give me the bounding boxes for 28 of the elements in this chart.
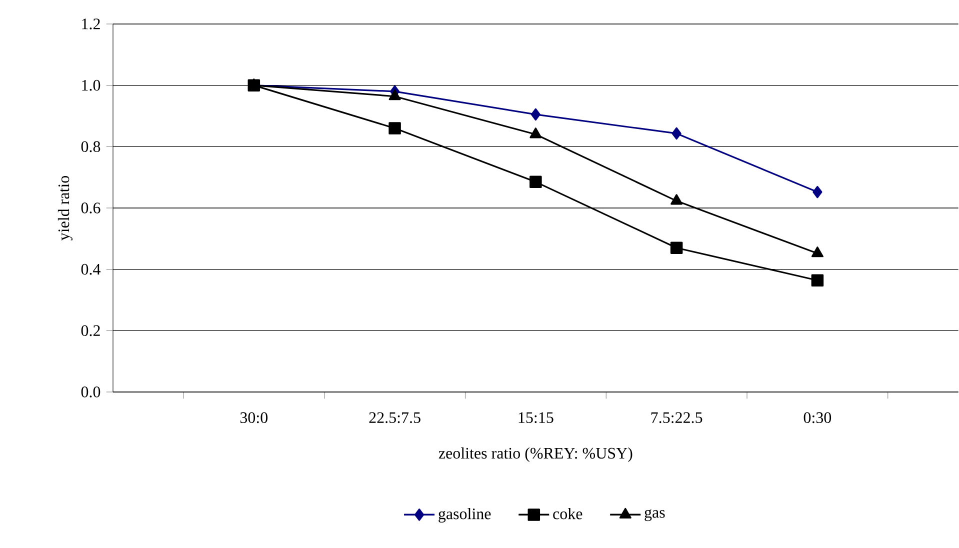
point [530, 128, 542, 138]
y-tick-label: 0.2 [81, 325, 100, 336]
x-tick-label: 22.5:7.5 [369, 412, 420, 424]
legend-label: coke [553, 508, 582, 520]
point [670, 242, 683, 254]
x-axis-title: zeolites ratio (%REY: %USY) [438, 447, 632, 462]
point [812, 186, 822, 198]
point [811, 246, 824, 258]
x-tick-label: 7.5:22.5 [651, 412, 702, 424]
x-tick-label: 30:0 [240, 412, 268, 424]
y-tick-label: 1.2 [82, 18, 100, 30]
point [672, 127, 682, 140]
x-tick-label: 0:30 [804, 412, 832, 424]
x-tick-label: 15:15 [518, 412, 554, 424]
point [388, 90, 401, 100]
point [670, 194, 683, 205]
y-tick-label: 1.0 [82, 80, 100, 91]
y-tick-label: 0.6 [81, 202, 100, 214]
y-axis-title: yield ratio [58, 176, 72, 240]
point [530, 108, 540, 121]
point [388, 122, 401, 134]
point [530, 176, 542, 188]
y-tick-label: 0.8 [81, 141, 100, 152]
y-tick-label: 0.4 [81, 264, 100, 275]
legend-label: gasoline [438, 508, 491, 523]
point [811, 274, 824, 286]
legend-label: gas [644, 509, 665, 522]
y-tick-label: 0.0 [81, 386, 100, 398]
